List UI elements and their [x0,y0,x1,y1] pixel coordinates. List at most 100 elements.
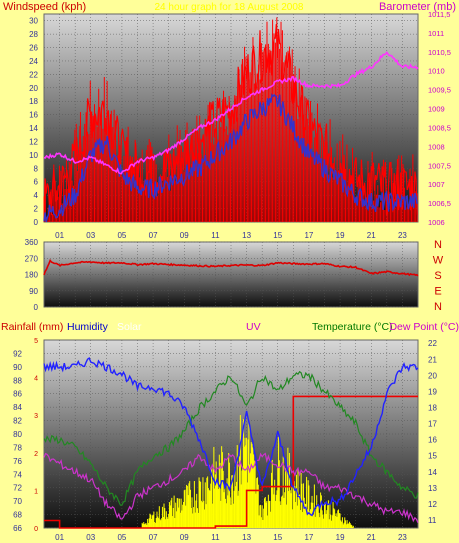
y-tick-label: 180 [25,271,39,280]
y-tick-label: 2 [34,205,39,214]
x-tick-label: 15 [273,231,282,240]
humidity-tick-label: 82 [13,417,22,426]
humidity-tick-label: 88 [13,376,22,385]
rain-tick-label: 3 [34,413,38,420]
x-tick-label: 19 [336,533,345,542]
x-tick-label: 17 [304,231,313,240]
y-tick-label: 20 [29,84,38,93]
y-tick-label: 6 [34,178,39,187]
temp-tick-label: 16 [428,436,437,445]
x-tick-label: 07 [149,533,158,542]
x-tick-label: 03 [86,231,95,240]
rain-tick-label: 5 [34,338,38,345]
compass-label: S [434,270,441,282]
y-tick-label: 0 [34,218,39,227]
y-tick-label: 4 [34,191,39,200]
y-tick-label: 22 [29,70,38,79]
temp-tick-label: 22 [428,339,437,348]
humidity-tick-label: 68 [13,511,22,520]
y-tick-label: 24 [29,57,38,66]
solar-title: Solar [117,321,142,333]
y2-tick-label: 1009 [428,105,445,114]
y-tick-label: 90 [29,287,38,296]
humidity-tick-label: 78 [13,443,22,452]
y2-tick-label: 1007 [428,180,445,189]
x-tick-label: 15 [273,533,282,542]
barometer-axis-title: Barometer (mb) [379,1,456,13]
rainfall-axis-title: Rainfall (mm) [1,321,63,333]
y-tick-label: 18 [29,97,38,106]
humidity-tick-label: 84 [13,403,22,412]
y-tick-label: 16 [29,111,38,120]
x-tick-label: 21 [367,231,376,240]
humidity-series-line [43,357,419,517]
y-tick-label: 26 [29,44,38,53]
humidity-tick-label: 92 [13,349,22,358]
y-tick-label: 270 [25,254,39,263]
temp-tick-label: 12 [428,500,437,509]
y2-tick-label: 1006,5 [428,199,451,208]
dewpoint-title: Dew Point (°C) [389,321,459,333]
y-tick-label: 8 [34,164,39,173]
y-tick-label: 14 [29,124,38,133]
x-tick-label: 13 [242,231,251,240]
x-tick-label: 23 [398,533,407,542]
temperature-series-line [43,370,419,506]
temp-tick-label: 17 [428,420,437,429]
rain-tick-label: 2 [34,451,38,458]
x-tick-label: 03 [86,533,95,542]
y-tick-label: 28 [29,30,38,39]
y2-tick-label: 1011,5 [428,10,450,19]
temp-tick-label: 20 [428,371,437,380]
humidity-tick-label: 72 [13,484,22,493]
x-tick-label: 09 [180,231,189,240]
compass-label: W [433,255,444,267]
x-tick-label: 17 [304,533,313,542]
chart-date-title: 24 hour graph for 18 August 2008 [154,2,303,13]
wind-axis-title: Windspeed (kph) [3,1,86,13]
humidity-tick-label: 70 [13,497,22,506]
x-tick-label: 05 [117,533,126,542]
x-tick-label: 07 [149,231,158,240]
rain-tick-label: 1 [34,488,38,495]
wind-series-line [43,23,418,221]
y-tick-label: 10 [29,151,38,160]
barometer-series-line [43,51,419,175]
rainfall-series-line [44,395,418,529]
x-tick-label: 11 [211,231,220,240]
y2-tick-label: 1011 [428,29,444,38]
compass-label: N [434,301,442,313]
x-tick-label: 09 [180,533,189,542]
y-tick-label: 30 [29,17,38,26]
y2-tick-label: 1006 [428,218,445,227]
rain-tick-label: 0 [34,526,38,533]
y2-tick-label: 1008 [428,142,445,151]
temp-tick-label: 11 [428,516,437,525]
temp-tick-label: 14 [428,468,437,477]
y-tick-label: 12 [29,137,38,146]
x-tick-label: 05 [117,231,126,240]
x-tick-label: 21 [367,533,376,542]
y2-tick-label: 1008,5 [428,123,451,132]
x-tick-label: 11 [211,533,220,542]
y2-tick-label: 1010,5 [428,48,451,57]
compass-label: E [434,286,441,298]
humidity-tick-label: 86 [13,390,22,399]
y2-tick-label: 1007,5 [428,161,451,170]
humidity-title: Humidity [67,321,109,333]
y2-tick-label: 1009,5 [428,86,451,95]
x-tick-label: 19 [336,231,345,240]
x-tick-label: 01 [55,533,64,542]
temperature-title: Temperature (°C) [312,321,393,333]
gust-series-line [43,93,418,223]
rain-tick-label: 4 [34,376,38,383]
humidity-tick-label: 80 [13,430,22,439]
y-tick-label: 360 [25,238,39,247]
direction-series-line [43,258,419,277]
uv-title: UV [246,321,261,333]
humidity-tick-label: 90 [13,363,22,372]
temp-tick-label: 15 [428,452,437,461]
humidity-tick-label: 66 [13,524,22,533]
temp-tick-label: 13 [428,484,437,493]
